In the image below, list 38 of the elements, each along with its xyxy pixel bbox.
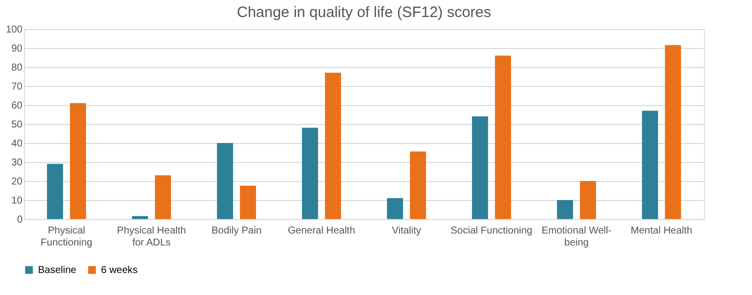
legend-label: 6 weeks	[101, 265, 138, 276]
bar	[664, 45, 682, 219]
bar	[302, 128, 318, 219]
bar	[580, 181, 596, 219]
bar	[216, 143, 234, 219]
x-tick-label: Physical Health for ADLs	[117, 226, 186, 248]
bar	[154, 175, 172, 219]
bar	[642, 110, 658, 219]
bar	[472, 116, 488, 219]
y-tick-label: 0	[16, 214, 23, 226]
y-tick-label: 40	[11, 138, 23, 150]
legend-label: Baseline	[38, 265, 77, 276]
bar	[240, 186, 256, 219]
y-tick-label: 60	[11, 100, 23, 112]
bar	[410, 152, 426, 219]
y-tick-label: 80	[11, 62, 23, 74]
x-tick-label: Physical Functioning	[40, 226, 92, 248]
x-tick-label: General Health	[288, 226, 356, 236]
bar	[70, 103, 86, 219]
bar	[556, 200, 574, 219]
x-tick-label: Mental Health	[630, 226, 692, 236]
x-tick-label: Bodily Pain	[211, 226, 262, 236]
y-tick-label: 20	[11, 176, 23, 188]
bar	[386, 198, 404, 219]
bar	[494, 56, 512, 219]
chart-title: Change in quality of life (SF12) scores	[236, 4, 492, 21]
x-tick-label: Social Functioning	[450, 226, 532, 236]
y-tick-label: 30	[11, 158, 23, 168]
x-tick-label: Emotional Well-being	[542, 226, 612, 248]
y-tick-label: 10	[11, 196, 23, 206]
x-tick-label: Vitality	[392, 226, 422, 236]
bar	[46, 164, 64, 219]
bar	[132, 216, 148, 219]
y-tick-label: 90	[11, 44, 23, 54]
y-tick-label: 100	[6, 24, 23, 36]
y-tick-label: 70	[11, 82, 23, 92]
bar	[324, 72, 342, 219]
y-tick-label: 50	[11, 120, 23, 130]
